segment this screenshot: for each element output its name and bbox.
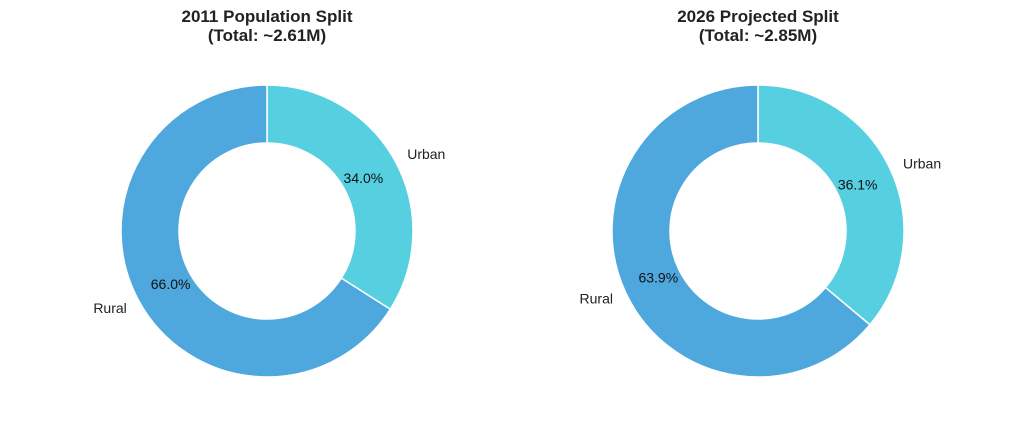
slice-percent-label: 63.9% [638,270,678,286]
donut-chart-2: 2026 Projected Split(Total: ~2.85M) 36.1%… [580,7,941,378]
donut-chart-1: 2011 Population Split(Total: ~2.61M) 34.0… [93,7,445,378]
slice-category-label: Rural [580,291,613,307]
chart-title-line-1: 2026 Projected Split [677,7,839,26]
chart-title-line-2: (Total: ~2.85M) [699,26,817,45]
chart-title-line-1: 2011 Population Split [182,7,353,26]
donut-slice-urban [757,84,905,326]
slice-category-label: Rural [93,300,126,316]
donut-slice-rural [120,84,392,378]
slice-percent-label: 66.0% [151,276,191,292]
donut-slice-rural [611,84,871,378]
slice-percent-label: 34.0% [344,170,384,186]
slice-category-label: Urban [407,146,445,162]
slice-percent-label: 36.1% [838,176,878,192]
chart-title-line-2: (Total: ~2.61M) [208,26,326,45]
slice-category-label: Urban [903,155,941,171]
donut-slice-urban [266,84,414,311]
